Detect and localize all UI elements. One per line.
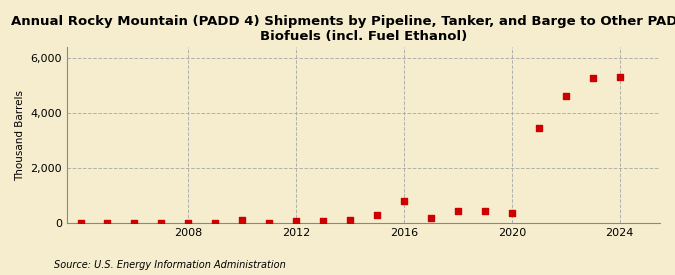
Point xyxy=(560,94,571,98)
Point xyxy=(264,221,275,225)
Point xyxy=(291,219,302,223)
Point xyxy=(237,218,248,222)
Point xyxy=(210,221,221,225)
Point xyxy=(75,221,86,225)
Point xyxy=(398,199,409,203)
Point xyxy=(479,208,490,213)
Point xyxy=(614,75,625,79)
Point xyxy=(425,216,436,221)
Point xyxy=(372,213,383,217)
Point xyxy=(318,218,329,223)
Point xyxy=(452,208,463,213)
Point xyxy=(183,221,194,225)
Point xyxy=(102,221,113,225)
Point xyxy=(587,76,598,80)
Text: Source: U.S. Energy Information Administration: Source: U.S. Energy Information Administ… xyxy=(54,260,286,270)
Point xyxy=(129,221,140,225)
Point xyxy=(156,220,167,225)
Point xyxy=(533,126,544,130)
Point xyxy=(345,218,356,222)
Title: Annual Rocky Mountain (PADD 4) Shipments by Pipeline, Tanker, and Barge to Other: Annual Rocky Mountain (PADD 4) Shipments… xyxy=(11,15,675,43)
Point xyxy=(506,210,517,215)
Y-axis label: Thousand Barrels: Thousand Barrels xyxy=(15,90,25,181)
